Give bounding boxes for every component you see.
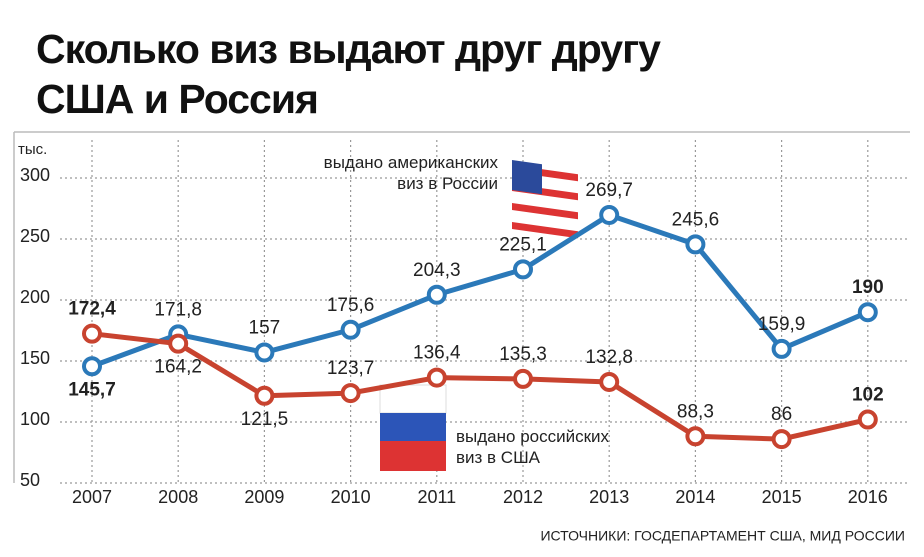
series-line xyxy=(91,331,869,442)
value-label: 171,8 xyxy=(154,299,202,320)
us-flag xyxy=(512,160,578,254)
point xyxy=(82,323,102,344)
x-tick-label: 2010 xyxy=(331,487,371,507)
value-label: 225,1 xyxy=(499,234,547,255)
point xyxy=(426,284,447,305)
point xyxy=(685,426,706,447)
point xyxy=(340,383,361,404)
point xyxy=(426,367,447,388)
y-tick-label: 50 xyxy=(20,470,40,490)
point xyxy=(599,204,620,225)
ru-flag xyxy=(379,384,447,471)
point xyxy=(513,368,533,389)
value-label: 175,6 xyxy=(327,295,375,316)
value-label: 245,6 xyxy=(672,209,720,230)
value-label: 172,4 xyxy=(68,299,116,320)
value-label: 190 xyxy=(852,277,884,298)
value-label: 269,7 xyxy=(585,180,633,201)
value-label: 88,3 xyxy=(677,401,714,422)
value-label: 102 xyxy=(852,385,884,406)
point xyxy=(857,409,878,430)
legend-label: выдано российских виз в США xyxy=(456,427,610,467)
value-label: 204,3 xyxy=(413,260,461,281)
point xyxy=(168,333,189,354)
x-tick-label: 2012 xyxy=(503,487,543,507)
value-label: 164,2 xyxy=(154,357,202,378)
value-label: 145,7 xyxy=(68,379,116,400)
point xyxy=(857,302,878,323)
point xyxy=(82,356,102,377)
value-label: 132,8 xyxy=(585,347,633,368)
point xyxy=(254,342,275,363)
value-label: 157 xyxy=(249,317,281,338)
point xyxy=(599,371,620,392)
x-tick-label: 2007 xyxy=(72,487,112,507)
series-line xyxy=(91,212,869,369)
x-tick-label: 2011 xyxy=(417,487,456,507)
y-tick-label: 200 xyxy=(20,287,50,307)
value-label: 136,4 xyxy=(413,343,461,364)
x-tick-label: 2015 xyxy=(762,487,802,507)
point xyxy=(771,429,792,450)
point xyxy=(513,259,533,280)
value-label: 123,7 xyxy=(327,358,375,379)
x-tick-label: 2008 xyxy=(158,487,198,507)
chart-title: Сколько виз выдают друг другу США и Росс… xyxy=(36,26,661,122)
value-label: 135,3 xyxy=(499,344,547,365)
x-tick-label: 2014 xyxy=(675,487,715,507)
y-tick-label: 100 xyxy=(20,409,50,429)
legend-label: выдано американских виз в России xyxy=(323,153,498,193)
value-label: 121,5 xyxy=(241,409,289,430)
point xyxy=(685,234,706,255)
point xyxy=(771,338,792,359)
value-label: 159,9 xyxy=(758,314,806,335)
x-tick-label: 2016 xyxy=(848,487,888,507)
point xyxy=(254,385,275,406)
point xyxy=(340,319,361,340)
source: ИСТОЧНИКИ: ГОСДЕПАРТАМЕНТ США, МИД РОССИ… xyxy=(540,528,905,544)
y-tick-label: 150 xyxy=(20,348,50,368)
y-tick-label: 250 xyxy=(20,226,50,246)
y-tick-label: 300 xyxy=(20,165,50,185)
y-label: тыс. xyxy=(18,141,47,158)
value-label: 86 xyxy=(771,404,792,425)
x-tick-label: 2009 xyxy=(244,487,284,507)
x-tick-label: 2013 xyxy=(589,487,629,507)
